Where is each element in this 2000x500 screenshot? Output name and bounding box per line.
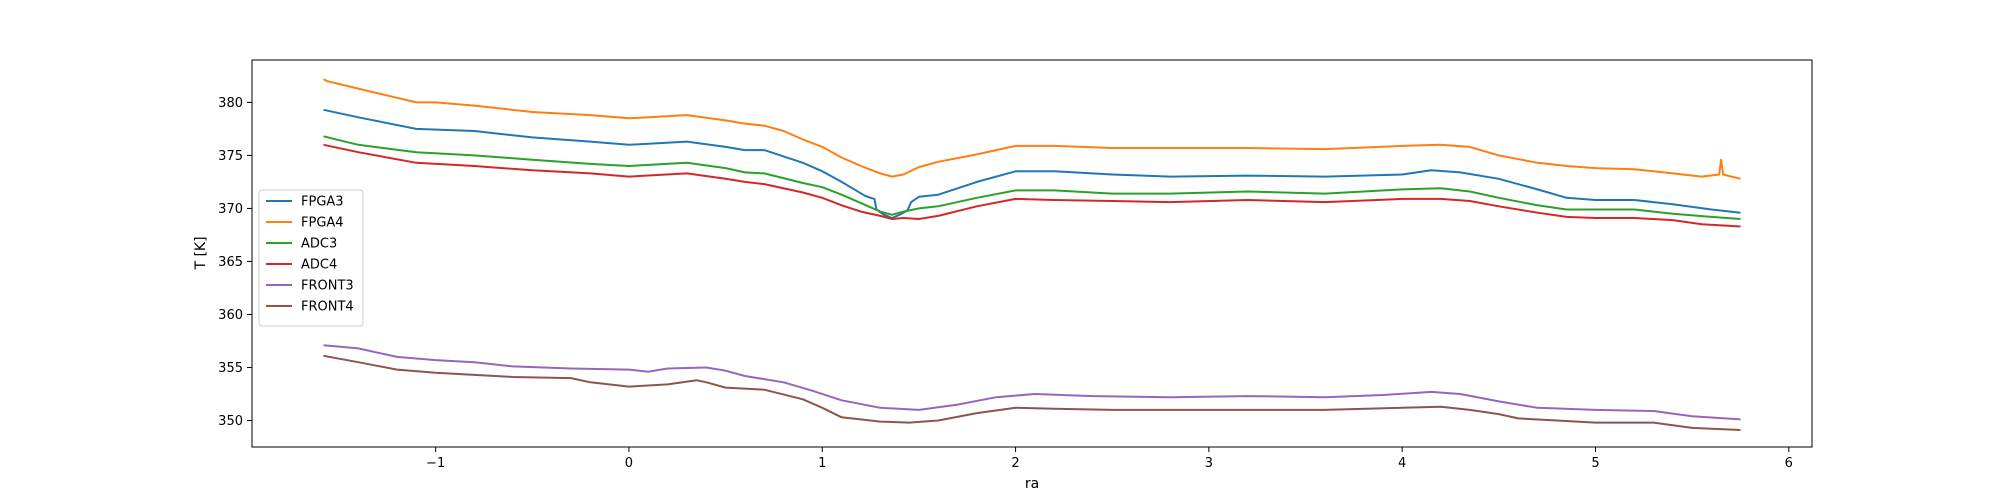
legend-label-adc3: ADC3 <box>301 237 337 252</box>
x-tick-label: 4 <box>1398 456 1406 471</box>
y-tick-label: 365 <box>218 255 243 270</box>
x-axis-label: ra <box>1025 476 1039 492</box>
x-tick-label: 2 <box>1011 456 1019 471</box>
plot-frame <box>251 59 1813 448</box>
y-tick-label: 360 <box>218 308 243 323</box>
x-tick-label: −1 <box>426 456 445 471</box>
x-tick-label: 3 <box>1205 456 1213 471</box>
legend: FPGA3 FPGA4 ADC3 ADC4 FRONT3 FRONT4 <box>258 189 364 327</box>
ticks-layer: −1 0 1 2 3 4 5 6 350 355 360 365 370 375 380 <box>218 96 1793 471</box>
y-tick-label: 370 <box>218 202 243 217</box>
x-tick-label: 5 <box>1591 456 1599 471</box>
legend-label-adc4: ADC4 <box>301 258 337 273</box>
legend-box <box>258 189 364 327</box>
y-axis-label: T [K] <box>193 236 209 270</box>
series-line-front3 <box>323 344 1741 421</box>
y-tick-label: 380 <box>218 96 243 111</box>
x-tick-label: 0 <box>625 456 633 471</box>
series-line-front4 <box>323 354 1741 431</box>
series-line-adc4 <box>323 143 1741 228</box>
plot-area <box>252 60 1812 447</box>
y-tick-label: 355 <box>218 361 243 376</box>
x-tick-label: 6 <box>1785 456 1793 471</box>
legend-label-front3: FRONT3 <box>301 279 354 294</box>
series-line-adc3 <box>323 135 1741 220</box>
y-tick-label: 375 <box>218 149 243 164</box>
legend-label-fpga3: FPGA3 <box>301 195 344 210</box>
legend-label-fpga4: FPGA4 <box>301 216 344 231</box>
x-tick-label: 1 <box>818 456 826 471</box>
y-tick-label: 350 <box>218 414 243 429</box>
series-line-fpga4 <box>323 78 1741 180</box>
legend-label-front4: FRONT4 <box>301 300 354 315</box>
series-layer <box>323 78 1741 431</box>
